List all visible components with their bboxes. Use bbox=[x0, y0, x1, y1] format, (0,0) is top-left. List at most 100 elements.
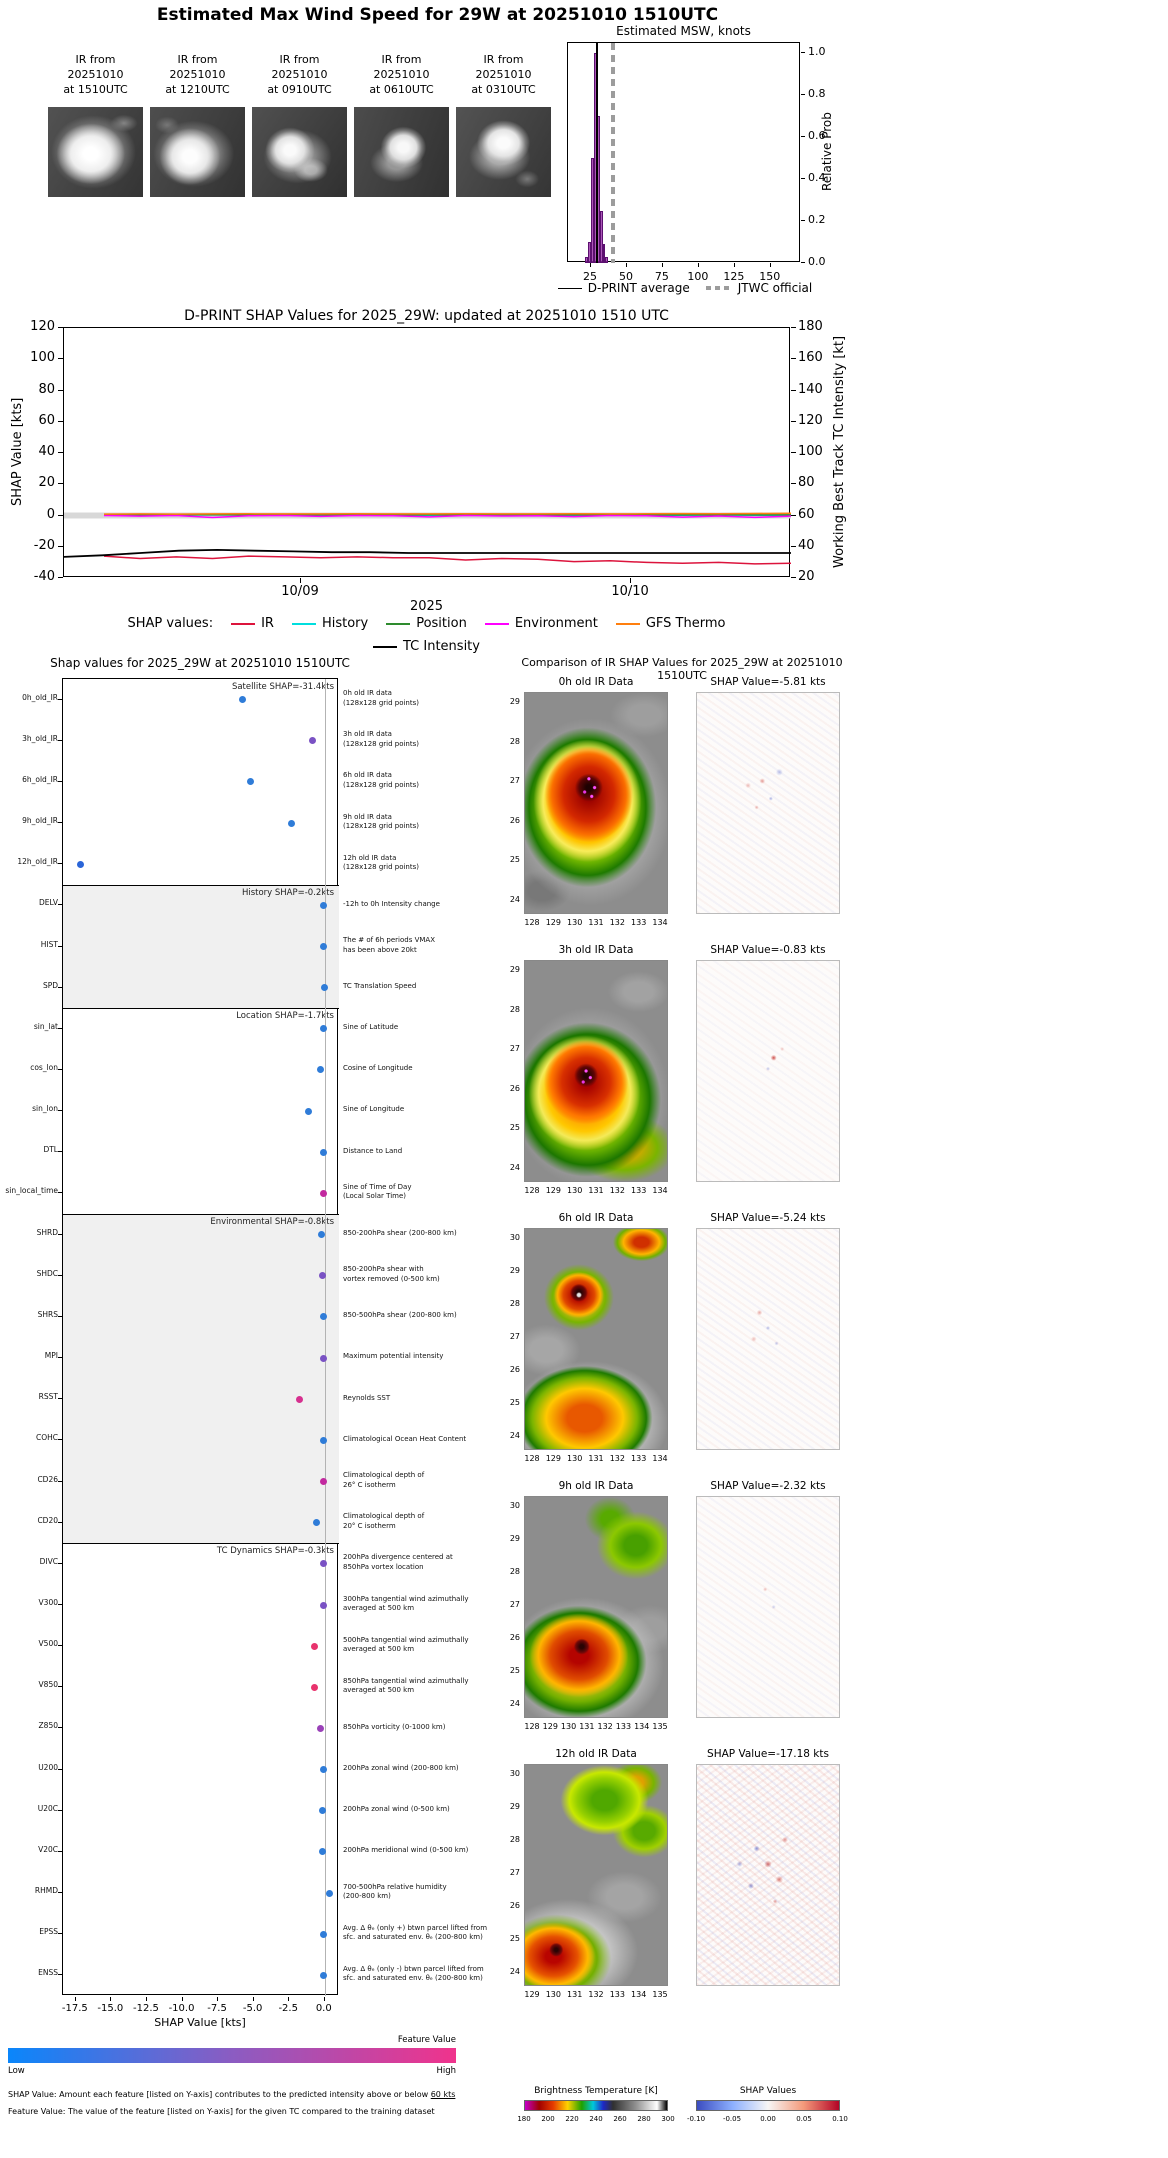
latitude-tick: 24 bbox=[509, 1163, 520, 1172]
legend-label: GFS Thermo bbox=[645, 616, 726, 631]
timeseries-left-tick: 120 bbox=[30, 319, 55, 334]
feature-dot bbox=[319, 1272, 327, 1280]
colorbar-low-label: Low bbox=[8, 2066, 25, 2076]
histogram-xtick-label: 150 bbox=[759, 270, 781, 283]
ir-thumbnail: IR from 20251010 at 1210UTC bbox=[150, 52, 245, 197]
longitude-tick: 132 bbox=[609, 918, 625, 927]
xtick-label: -15.0 bbox=[97, 2003, 124, 2014]
tick-mark bbox=[58, 327, 63, 328]
feature-label: ENSS bbox=[38, 1968, 58, 1978]
tick-mark bbox=[791, 420, 796, 422]
feature-dot bbox=[76, 860, 84, 868]
feature-label: 6h_old_IR bbox=[22, 774, 58, 784]
xtick-mark bbox=[181, 1997, 183, 2001]
feature-annotation: Climatological Ocean Heat Content bbox=[343, 1434, 467, 1443]
bt-colorbar-tick: 200 bbox=[541, 2115, 555, 2123]
feature-annotation: Avg. Δ θₑ (only -) btwn parcel lifted fr… bbox=[343, 1965, 484, 1983]
feature-value-colorbar bbox=[8, 2048, 456, 2063]
legend-swatch bbox=[615, 622, 640, 625]
feature-dot bbox=[317, 1066, 324, 1074]
shap-colorbar-tick: 0.05 bbox=[796, 2115, 812, 2123]
feature-dot bbox=[319, 1971, 327, 1979]
longitude-tick: 133 bbox=[631, 1186, 647, 1195]
latitude-tick: 29 bbox=[509, 697, 520, 706]
ytick-mark bbox=[58, 1068, 62, 1070]
legend-prefix: SHAP values: bbox=[127, 616, 214, 631]
feature-dot bbox=[311, 1683, 319, 1691]
ytick-mark bbox=[58, 1892, 62, 1894]
feature-dot bbox=[326, 1889, 334, 1897]
feature-label: U200 bbox=[38, 1762, 58, 1772]
feature-label: SHRD bbox=[36, 1227, 58, 1237]
feature-plot-xlabel: SHAP Value [kts] bbox=[154, 2016, 246, 2029]
latitude-tick: 28 bbox=[509, 1835, 520, 1844]
legend-item: Environment bbox=[484, 616, 598, 631]
footnote-text: SHAP Value: Amount each feature [listed … bbox=[8, 2090, 431, 2099]
latitude-tick: 24 bbox=[509, 1431, 520, 1440]
feature-annotation: 850hPa tangential wind azimuthally avera… bbox=[343, 1676, 469, 1695]
shap-value-label: SHAP Value=-5.81 kts bbox=[710, 676, 826, 688]
latitude-tick: 25 bbox=[509, 1934, 520, 1943]
feature-annotation: 700-500hPa relative humidity (200-800 km… bbox=[343, 1882, 447, 1901]
histogram-ytick-mark bbox=[801, 94, 805, 96]
xtick-mark bbox=[252, 1997, 254, 2001]
feature-annotation: Avg. Δ θₑ (only +) btwn parcel lifted fr… bbox=[343, 1923, 488, 1942]
ytick-mark bbox=[58, 1192, 62, 1194]
timeseries-left-tick: 80 bbox=[38, 381, 55, 397]
ir-satellite-image bbox=[150, 107, 245, 197]
tick-mark bbox=[791, 577, 796, 578]
xtick-label: -2.5 bbox=[278, 2003, 298, 2014]
legend-swatch bbox=[705, 286, 732, 290]
feature-annotation: Cosine of Longitude bbox=[343, 1064, 413, 1073]
timeseries-left-tick: 0 bbox=[46, 506, 55, 522]
ir-thumbnail: IR from 20251010 at 0910UTC bbox=[252, 52, 347, 197]
bt-colorbar-tick: 260 bbox=[613, 2115, 627, 2123]
longitude-tick: 134 bbox=[652, 1186, 668, 1195]
timeseries-legend-row: TC Intensity bbox=[63, 639, 790, 654]
tick-mark bbox=[791, 545, 796, 547]
histogram-ytick-label: 0.4 bbox=[808, 171, 826, 185]
ir-satellite-image bbox=[252, 107, 347, 197]
histogram-xtick-mark bbox=[590, 263, 591, 267]
longitude-tick: 132 bbox=[597, 1722, 613, 1731]
feature-label: DTL bbox=[43, 1145, 58, 1155]
feature-label: 9h_old_IR bbox=[22, 816, 58, 826]
histogram-xtick-label: 50 bbox=[618, 270, 633, 283]
xtick-mark bbox=[288, 1997, 290, 2001]
histogram-bar bbox=[602, 244, 606, 263]
ytick-mark bbox=[58, 1562, 62, 1564]
tick-mark bbox=[58, 452, 63, 453]
shap-colorbar-label: SHAP Values bbox=[739, 2086, 797, 2096]
ytick-mark bbox=[58, 1933, 62, 1935]
longitude-tick: 132 bbox=[609, 1186, 625, 1195]
feature-dot bbox=[319, 1601, 327, 1609]
feature-annotation: 9h old IR data (128x128 grid points) bbox=[343, 812, 419, 831]
ir-thumbnail: IR from 20251010 at 1510UTC bbox=[48, 52, 143, 197]
longitude-tick: 130 bbox=[567, 918, 583, 927]
latitude-tick: 26 bbox=[509, 1083, 520, 1093]
timeseries-legend-row: SHAP values: IR History Position Environment… bbox=[63, 616, 790, 631]
feature-dot bbox=[312, 1519, 320, 1527]
shap-value-label: SHAP Value=-2.32 kts bbox=[710, 1480, 826, 1492]
feature-label: cos_lon bbox=[30, 1062, 58, 1072]
longitude-tick: 133 bbox=[615, 1722, 632, 1731]
tick-mark bbox=[791, 514, 796, 516]
xtick-label: -5.0 bbox=[242, 2003, 263, 2014]
latitude-tick: 25 bbox=[509, 855, 520, 865]
histogram-bar bbox=[591, 158, 594, 263]
longitude-tick: 134 bbox=[631, 1990, 647, 1999]
feature-annotation: 3h old IR data (128x128 grid points) bbox=[343, 730, 419, 748]
bt-colorbar-tick: 240 bbox=[589, 2115, 603, 2123]
ir-map bbox=[524, 1764, 668, 1986]
feature-annotation: 200hPa divergence centered at 850hPa vor… bbox=[343, 1553, 453, 1571]
caption-line: IR from bbox=[75, 53, 116, 66]
timeseries-right-tick: 100 bbox=[798, 444, 823, 459]
feature-label: RHMD bbox=[34, 1886, 58, 1896]
feature-label: 0h_old_IR bbox=[22, 692, 58, 702]
ir-thumbnail: IR from 20251010 at 0610UTC bbox=[354, 52, 449, 197]
histogram-ytick-mark bbox=[801, 136, 805, 138]
feature-label: V300 bbox=[38, 1598, 58, 1608]
histogram-ylabel: Relative Prob bbox=[820, 112, 834, 192]
tick-mark bbox=[791, 327, 796, 328]
